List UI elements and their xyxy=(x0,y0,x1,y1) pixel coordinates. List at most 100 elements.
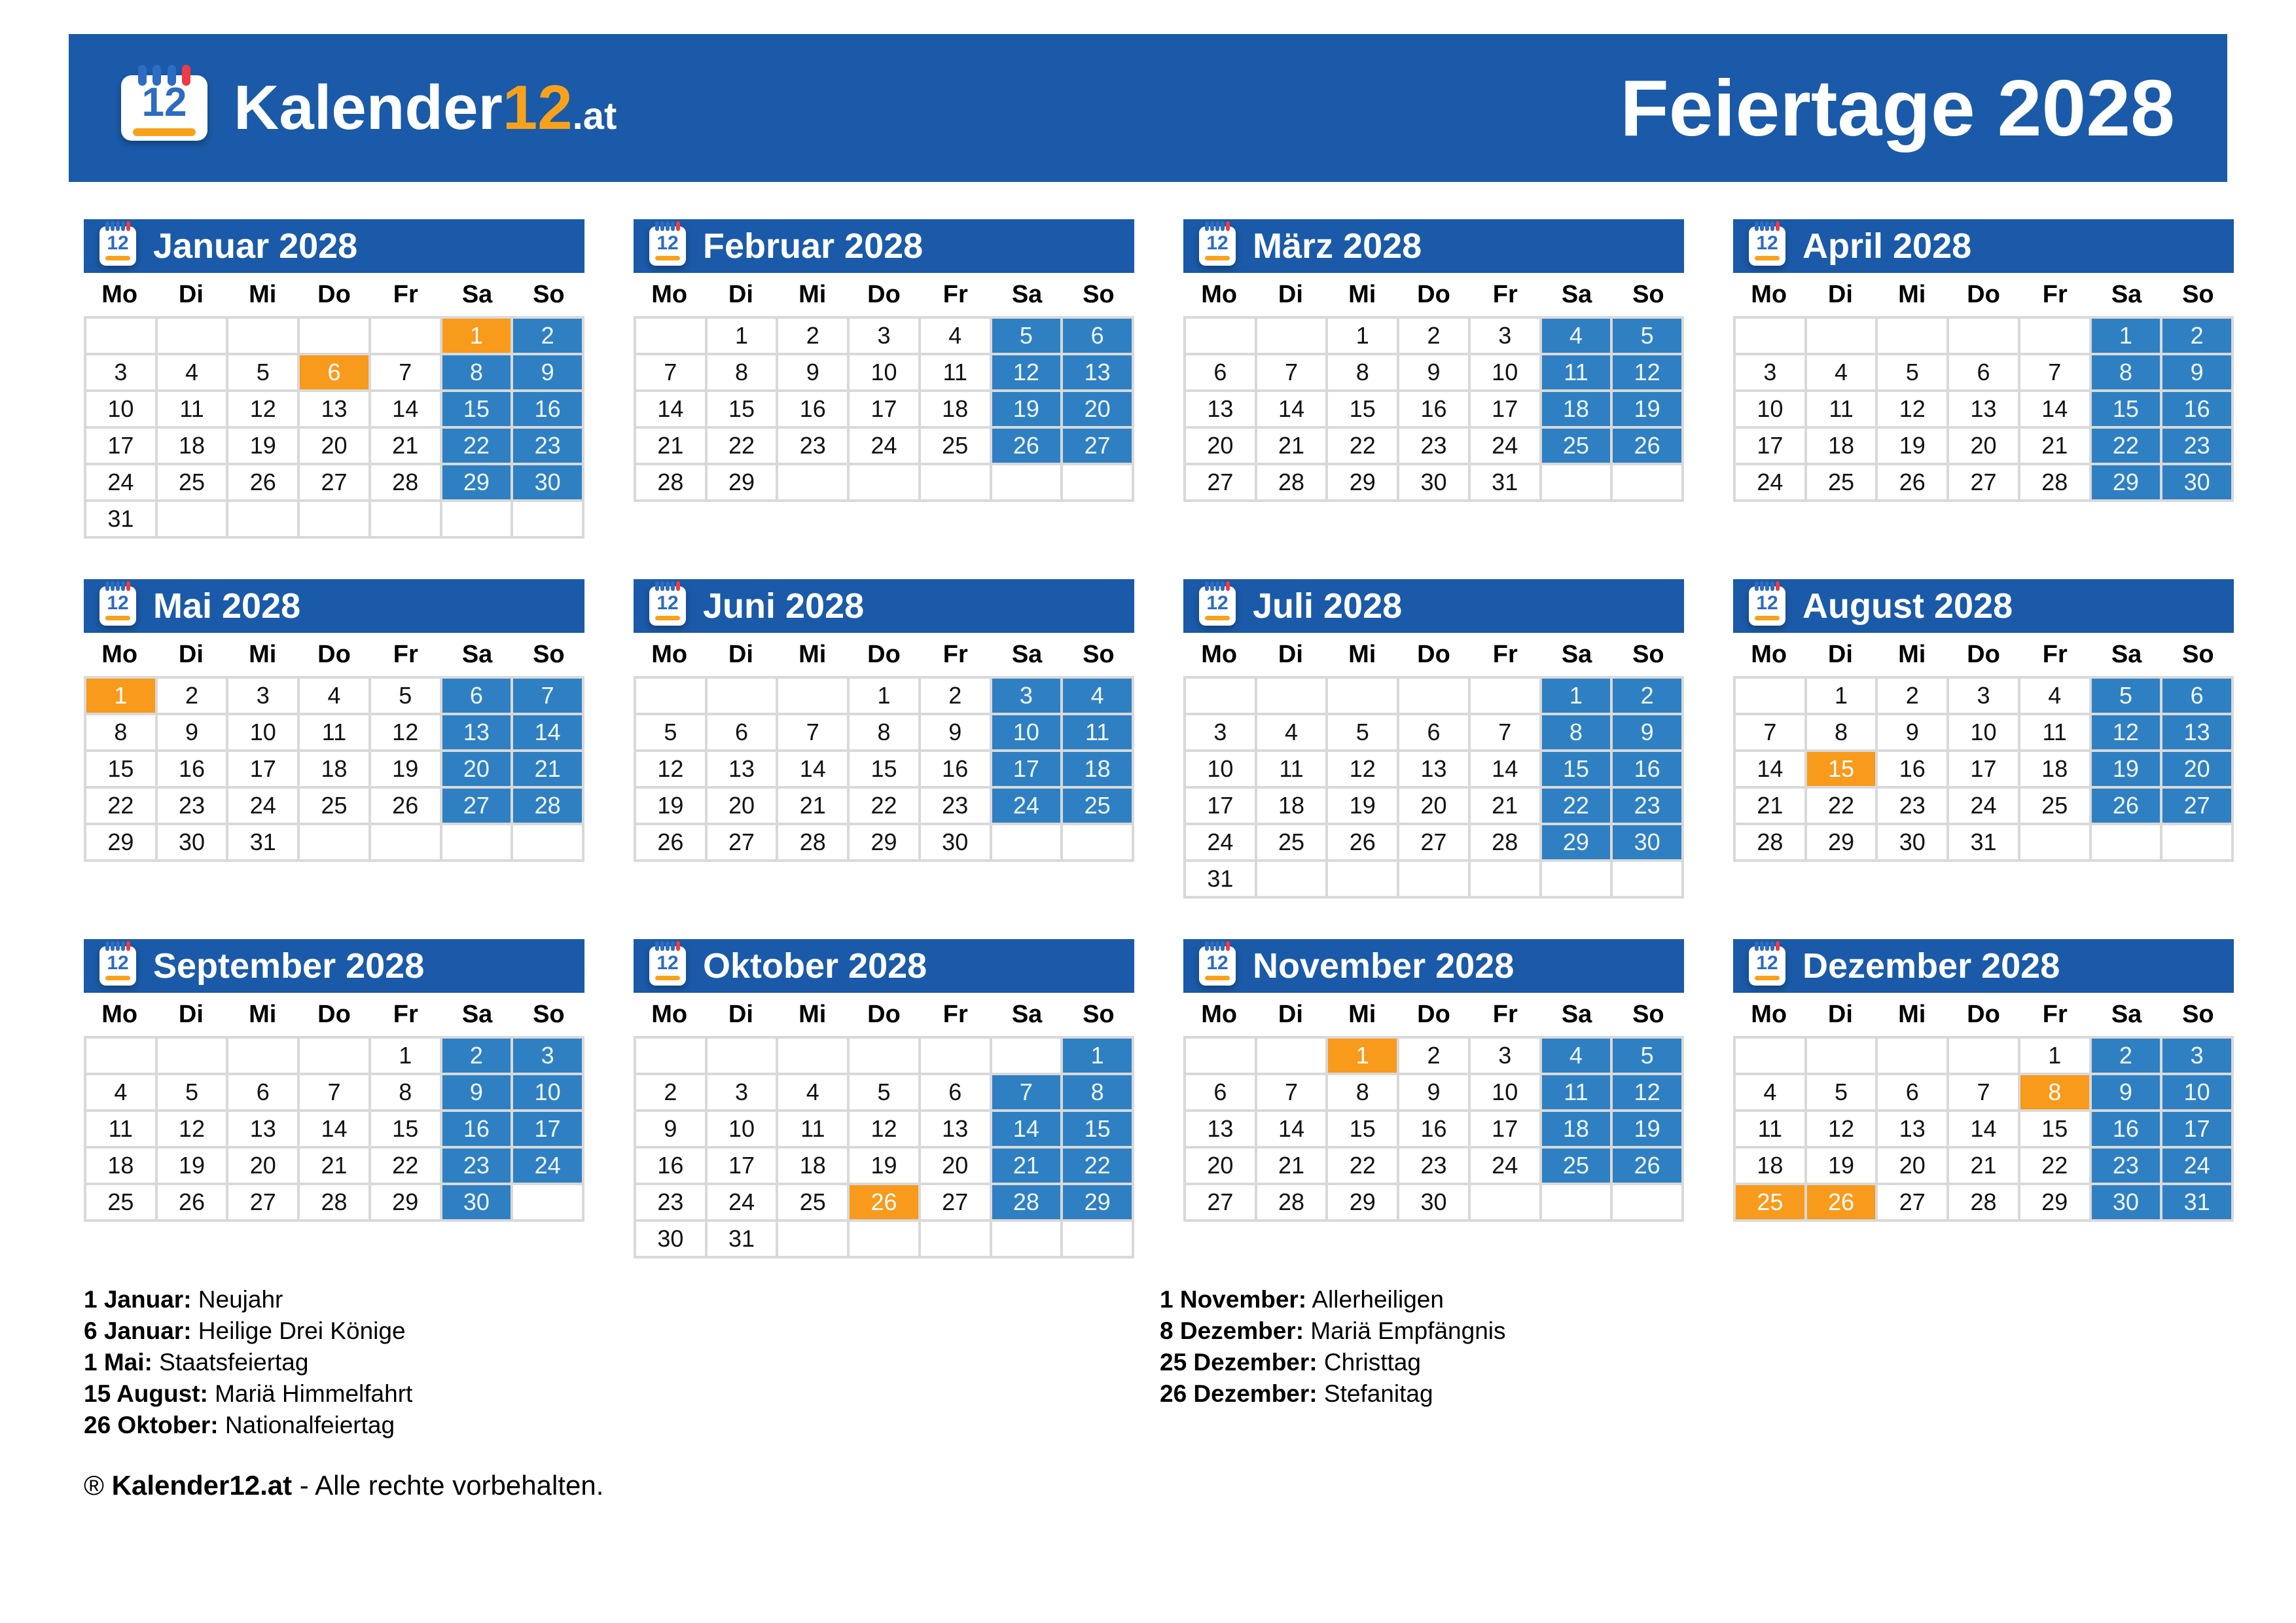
day-cell: 8 xyxy=(1806,715,1876,749)
month-block-7: 12 Juli 2028 Mo Di Mi Do Fr Sa So 1 2 3 4 5 6 7 8 9 10 11 12… xyxy=(1183,579,1684,899)
day-cell: 31 xyxy=(1186,862,1255,896)
weekday-label: So xyxy=(533,640,565,668)
legend-item: 1 November: Allerheiligen xyxy=(1160,1284,1506,1315)
day-cell: 27 xyxy=(1186,465,1255,499)
day-cell: 3 xyxy=(86,355,155,389)
day-cell-weekend: 18 xyxy=(1541,392,1611,426)
day-cell-weekend: 2 xyxy=(442,1039,511,1073)
day-cell: 1 xyxy=(2020,1039,2089,1073)
day-cell: 12 xyxy=(1806,1112,1876,1146)
calendar-icon: 12 xyxy=(99,941,136,986)
month-day-grid: 1 2 3 4 5 6 7 8 9 10 11 12 13 14 15 16 17 18 19 20 21 22 23 24 2… xyxy=(634,676,1134,862)
day-cell: 23 xyxy=(1399,429,1468,463)
day-cell: 21 xyxy=(370,429,440,463)
day-cell-weekend: 23 xyxy=(2162,429,2231,463)
day-cell-empty xyxy=(1949,1039,2018,1073)
day-cell: 28 xyxy=(1736,825,1804,859)
day-cell: 19 xyxy=(636,789,705,823)
weekday-label: Do xyxy=(317,280,351,308)
weekday-label: Fr xyxy=(2042,1000,2068,1028)
day-cell: 9 xyxy=(920,715,990,749)
weekday-label: So xyxy=(1083,640,1115,668)
day-cell: 20 xyxy=(1949,429,2018,463)
legend-name: Heilige Drei Könige xyxy=(191,1317,406,1344)
month-block-12: 12 Dezember 2028 Mo Di Mi Do Fr Sa So 1 2 3 4 5 6 7 8 9 10… xyxy=(1733,939,2234,1222)
day-cell: 28 xyxy=(778,825,848,859)
weekday-label: Mo xyxy=(651,280,688,308)
legend-name: Mariä Himmelfahrt xyxy=(207,1380,413,1407)
day-cell: 14 xyxy=(636,392,705,426)
month-block-4: 12 April 2028 Mo Di Mi Do Fr Sa So 1 2 3 4 5 6 7 8 9 10 11 1… xyxy=(1733,219,2234,502)
day-cell: 6 xyxy=(707,715,776,749)
day-cell-weekend: 31 xyxy=(2162,1185,2231,1219)
day-cell-empty xyxy=(86,1039,155,1073)
legend-date: 26 Dezember: xyxy=(1160,1380,1318,1407)
day-cell-empty xyxy=(513,502,582,536)
day-cell-weekend: 28 xyxy=(992,1185,1061,1219)
day-cell-weekend: 2 xyxy=(1613,679,1681,713)
day-cell-empty xyxy=(1470,679,1539,713)
weekday-row: Mo Di Mi Do Fr Sa So xyxy=(1183,273,1684,316)
day-cell: 4 xyxy=(1257,715,1326,749)
day-cell-weekend: 20 xyxy=(1063,392,1132,426)
day-cell: 30 xyxy=(1878,825,1947,859)
day-cell-empty xyxy=(992,465,1061,499)
day-cell-weekend: 3 xyxy=(513,1039,582,1073)
day-cell: 4 xyxy=(2020,679,2089,713)
day-cell: 21 xyxy=(2020,429,2089,463)
month-header: 12 Oktober 2028 xyxy=(634,939,1134,993)
weekday-label: Mo xyxy=(1201,640,1238,668)
day-cell-holiday: 8 xyxy=(2020,1075,2089,1109)
calendar-icon-number: 12 xyxy=(1756,952,1778,974)
calendar-icon-bar xyxy=(655,616,680,620)
day-cell: 8 xyxy=(370,1075,440,1109)
day-cell: 29 xyxy=(707,465,776,499)
weekday-label: Fr xyxy=(393,1000,418,1028)
day-cell-empty xyxy=(1328,862,1397,896)
calendar-icon-rings xyxy=(1749,221,1785,231)
day-cell: 6 xyxy=(920,1075,990,1109)
legend-name: Mariä Empfängnis xyxy=(1304,1317,1506,1344)
day-cell-empty xyxy=(778,1039,848,1073)
day-cell: 27 xyxy=(1878,1185,1947,1219)
day-cell-weekend: 6 xyxy=(2162,679,2231,713)
day-cell: 4 xyxy=(300,679,368,713)
day-cell: 21 xyxy=(1736,789,1804,823)
day-cell-weekend: 30 xyxy=(2091,1185,2161,1219)
day-cell: 10 xyxy=(1470,1075,1539,1109)
day-cell: 26 xyxy=(370,789,440,823)
day-cell: 26 xyxy=(1328,825,1397,859)
calendar-icon: 12 xyxy=(121,65,207,141)
day-cell: 20 xyxy=(300,429,368,463)
month-header: 12 Dezember 2028 xyxy=(1733,939,2234,993)
weekday-label: Do xyxy=(317,1000,351,1028)
day-cell-empty xyxy=(1613,465,1681,499)
month-header: 12 August 2028 xyxy=(1733,579,2234,633)
day-cell: 18 xyxy=(1736,1149,1804,1183)
month-header: 12 April 2028 xyxy=(1733,219,2234,273)
weekday-row: Mo Di Mi Do Fr Sa So xyxy=(84,633,584,676)
day-cell: 12 xyxy=(370,715,440,749)
weekday-row: Mo Di Mi Do Fr Sa So xyxy=(84,273,584,316)
day-cell: 28 xyxy=(1470,825,1539,859)
day-cell-weekend: 15 xyxy=(1541,752,1611,786)
day-cell: 10 xyxy=(1949,715,2018,749)
month-day-grid: 1 2 3 4 5 6 7 8 9 10 11 12 13 14 15 16 17 18 19 20 21 22 23 24 2… xyxy=(1733,676,2234,862)
weekday-label: Fr xyxy=(942,1000,968,1028)
day-cell-empty xyxy=(920,465,990,499)
weekday-label: Di xyxy=(1827,280,1853,308)
month-day-grid: 1 2 3 4 5 6 7 8 9 10 11 12 13 14 15 16 17 18 19 20 21 22 23 24 2… xyxy=(1183,316,1684,502)
day-cell-weekend: 12 xyxy=(992,355,1061,389)
day-cell: 25 xyxy=(2020,789,2089,823)
legend-date: 1 Mai: xyxy=(84,1349,152,1376)
day-cell-holiday: 6 xyxy=(300,355,368,389)
day-cell-weekend: 22 xyxy=(442,429,511,463)
day-cell: 9 xyxy=(157,715,226,749)
day-cell: 10 xyxy=(1186,752,1255,786)
day-cell: 19 xyxy=(1806,1149,1876,1183)
day-cell-weekend: 27 xyxy=(1063,429,1132,463)
day-cell-empty xyxy=(778,465,848,499)
day-cell-empty xyxy=(778,1222,848,1256)
day-cell: 18 xyxy=(86,1149,155,1183)
day-cell-weekend: 28 xyxy=(513,789,582,823)
